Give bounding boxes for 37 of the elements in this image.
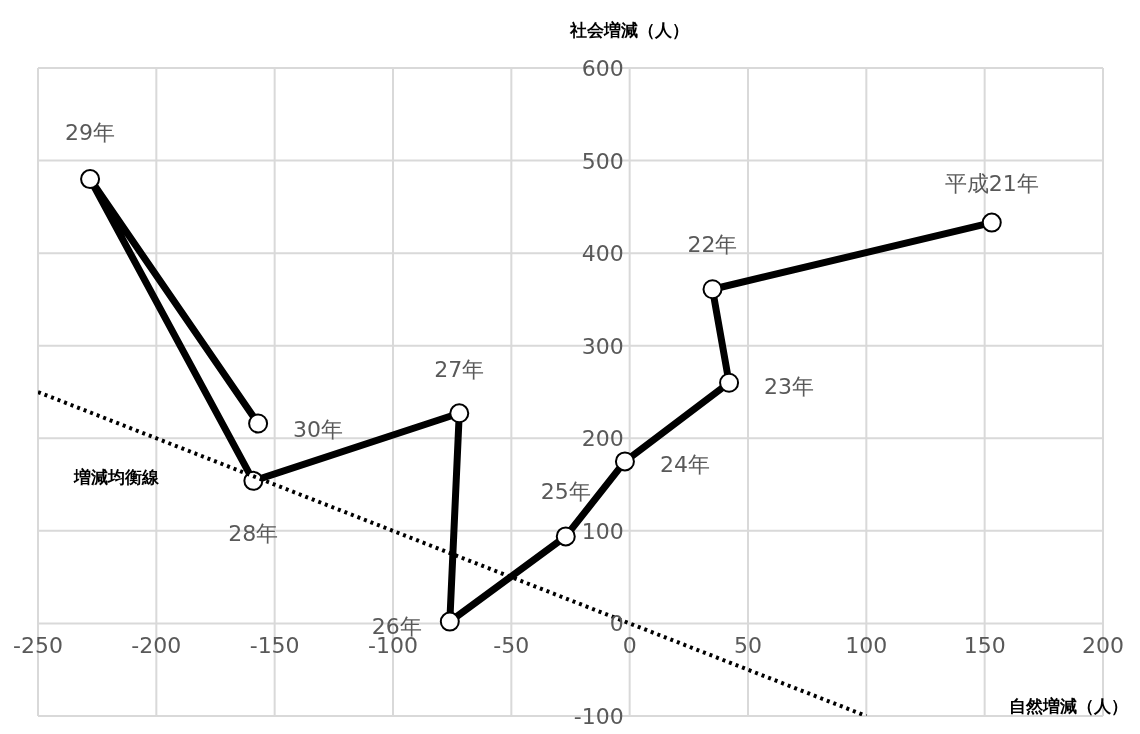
y-tick-label: 200: [581, 426, 624, 452]
annotation: 25年: [540, 479, 591, 505]
y-tick-label: 100: [581, 518, 624, 544]
point: [719, 372, 740, 393]
x-tick-label: 150: [963, 633, 1006, 659]
annotation: 増減均衡線: [72, 467, 160, 487]
y-axis-title: 社会増減（人）: [569, 20, 690, 40]
point: [439, 611, 460, 632]
x-tick-label: 50: [734, 633, 762, 659]
annotation: 22年: [687, 232, 738, 258]
y-tick-label: 0: [609, 611, 624, 637]
y-tick-label: -100: [573, 704, 624, 729]
point: [248, 413, 269, 434]
annotation: 23年: [764, 373, 815, 399]
annotation: 29年: [65, 120, 116, 146]
y-tick-label: 400: [581, 241, 624, 267]
y-tick-label: 300: [581, 333, 624, 359]
point: [702, 279, 723, 300]
point: [614, 451, 635, 472]
x-tick-label: -250: [13, 633, 63, 659]
annotation: 28年: [228, 520, 279, 546]
annotation: 24年: [659, 452, 710, 478]
y-tick-label: 600: [581, 56, 624, 81]
annotation: 平成21年: [944, 170, 1039, 196]
x-tick-label: -150: [249, 633, 300, 659]
annotation: 30年: [293, 417, 344, 443]
x-tick-label: -200: [131, 633, 182, 659]
y-tick-label: 500: [581, 148, 624, 174]
x-tick-label: 200: [1082, 633, 1124, 659]
annotation: 27年: [434, 357, 485, 383]
point: [80, 169, 101, 190]
point: [981, 212, 1002, 233]
x-axis-title: 自然増減（人）: [1009, 696, 1128, 716]
x-tick-label: -50: [493, 633, 530, 659]
x-tick-label: 100: [845, 633, 888, 659]
point: [449, 403, 470, 424]
point: [555, 526, 576, 547]
